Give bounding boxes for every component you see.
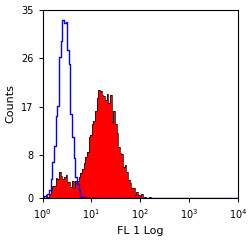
X-axis label: FL 1 Log: FL 1 Log (117, 227, 163, 236)
Y-axis label: Counts: Counts (6, 84, 15, 123)
